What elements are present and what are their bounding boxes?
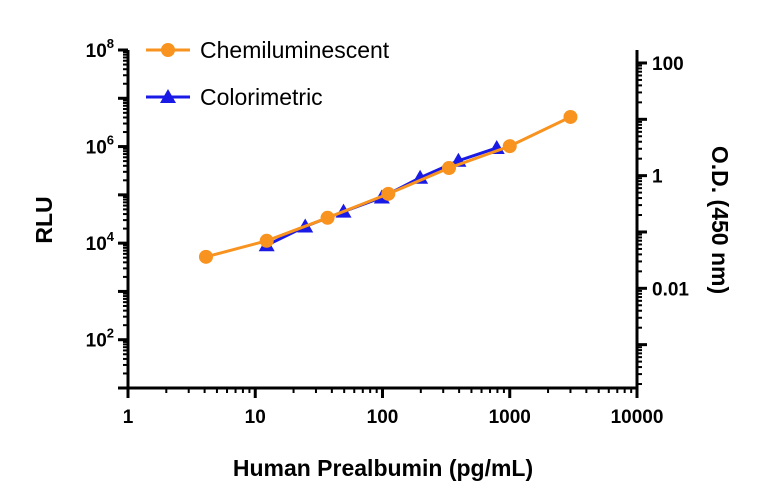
y-right-tick-label: 100	[652, 54, 684, 75]
y-right-tick-label: 0.01	[652, 279, 689, 300]
x-axis-title: Human Prealbumin (pg/mL)	[233, 455, 533, 481]
legend-item-colorimetric: Colorimetric	[146, 84, 323, 110]
ticks: 1 10 100 1000 10000 102 104 106 108 0.01 1 100	[86, 36, 690, 428]
y-left-tick-label: 106	[86, 133, 114, 159]
data-point-chemiluminescent	[502, 139, 517, 154]
data-point-chemiluminescent	[563, 109, 578, 124]
series-layer	[198, 109, 578, 264]
x-tick-label: 100	[367, 407, 399, 428]
series-chemiluminescent	[198, 109, 578, 264]
x-tick-label: 1	[123, 407, 134, 428]
data-point-chemiluminescent	[320, 210, 335, 225]
legend-label-colorimetric: Colorimetric	[200, 84, 323, 110]
data-point-chemiluminescent	[441, 160, 456, 175]
data-point-chemiluminescent	[198, 249, 213, 264]
legend-marker-chemiluminescent	[161, 43, 175, 57]
x-tick-label: 1000	[489, 407, 531, 428]
legend: Chemiluminescent Colorimetric	[146, 37, 390, 110]
x-tick-label: 10000	[611, 407, 664, 428]
data-point-chemiluminescent	[259, 233, 274, 248]
data-point-chemiluminescent	[381, 186, 396, 201]
y-axis-left-title: RLU	[31, 196, 57, 243]
legend-marker-colorimetric	[160, 89, 176, 103]
x-tick-label: 10	[245, 407, 266, 428]
legend-item-chemiluminescent: Chemiluminescent	[146, 37, 390, 63]
y-axis-right-title: O.D. (450 nm)	[707, 146, 733, 294]
y-left-tick-label: 108	[86, 36, 114, 62]
y-left-tick-label: 102	[86, 326, 114, 352]
y-right-tick-label: 1	[652, 167, 663, 188]
y-left-tick-label: 104	[86, 229, 115, 255]
legend-label-chemiluminescent: Chemiluminescent	[200, 37, 390, 63]
